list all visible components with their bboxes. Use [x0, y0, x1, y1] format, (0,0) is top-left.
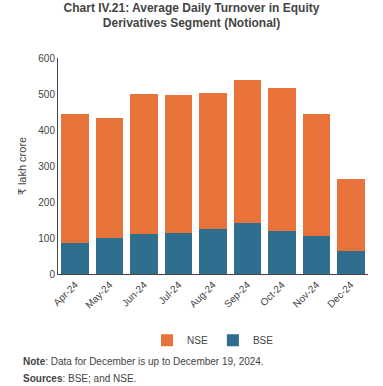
svg-text:Jul-24: Jul-24: [156, 279, 183, 306]
svg-text:100: 100: [38, 233, 55, 244]
svg-text:0: 0: [49, 269, 55, 280]
svg-text:500: 500: [38, 89, 55, 100]
svg-text:₹ lakh crore: ₹ lakh crore: [16, 137, 28, 195]
svg-text:May-24: May-24: [83, 279, 115, 311]
svg-text:Sources: BSE; and NSE.: Sources: BSE; and NSE.: [23, 373, 136, 384]
svg-text:Sep-24: Sep-24: [222, 279, 253, 310]
svg-text:Aug-24: Aug-24: [187, 279, 218, 310]
svg-text:400: 400: [38, 125, 55, 136]
svg-text:BSE: BSE: [253, 335, 273, 346]
svg-text:Dec-24: Dec-24: [325, 279, 356, 310]
svg-text:Jun-24: Jun-24: [120, 279, 150, 309]
svg-text:Apr-24: Apr-24: [51, 279, 80, 308]
svg-text:Note: Data for December is up: Note: Data for December is up to Decembe…: [23, 356, 264, 367]
svg-text:Oct-24: Oct-24: [258, 279, 287, 308]
svg-text:NSE: NSE: [187, 335, 208, 346]
svg-text:300: 300: [38, 161, 55, 172]
svg-text:Nov-24: Nov-24: [291, 279, 322, 310]
svg-text:200: 200: [38, 197, 55, 208]
svg-text:600: 600: [38, 53, 55, 64]
svg-text:Chart IV.21: Average Daily Tur: Chart IV.21: Average Daily Turnover in E…: [64, 1, 320, 31]
